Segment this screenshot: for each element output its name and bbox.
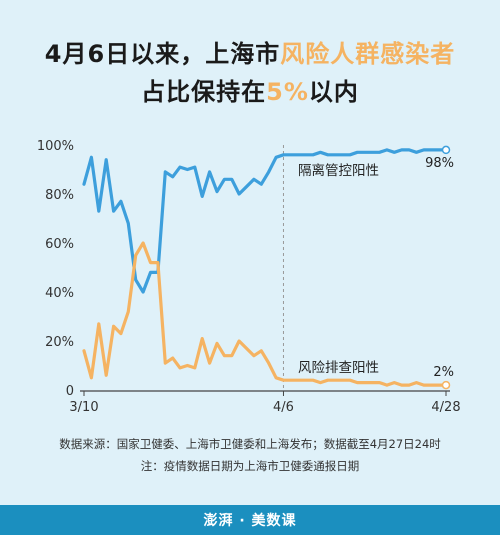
x-tick-label: 4/6: [273, 400, 294, 415]
y-tick-label: 80%: [45, 188, 74, 203]
series-end-marker-2: [441, 380, 451, 390]
x-tick-label: 4/28: [431, 400, 460, 415]
series-end-marker-1: [441, 145, 451, 155]
y-tick-label: 60%: [45, 237, 74, 252]
date-note: 注：疫情数据日期为上海市卫健委通报日期: [140, 459, 360, 473]
logo-band: 澎湃 · 美数课: [0, 505, 500, 535]
chart-title-line1: 4月6日以来，上海市风险人群感染者: [44, 40, 456, 68]
series-line-2: [82, 241, 448, 387]
chart-title-line2: 占比保持在5%以内: [141, 78, 359, 106]
y-tick-label: 0: [66, 384, 74, 399]
x-tick-label: 3/10: [69, 400, 98, 415]
line-chart: 0 20% 40% 60% 80% 100% 3/10 4/6 4/28 98% 2% 隔离管控阳性风…: [37, 139, 461, 415]
series-name-label-2: 风险排查阳性: [298, 360, 379, 376]
y-tick-label: 100%: [37, 139, 74, 154]
source-note: 数据来源：国家卫健委、上海市卫健委和上海发布；数据截至4月27日24时: [59, 437, 441, 451]
y-tick-label: 40%: [45, 286, 74, 301]
series-name-label-1: 隔离管控阳性: [298, 162, 379, 179]
series-line-1: [82, 148, 448, 294]
publisher-logo: 澎湃 · 美数课: [203, 513, 297, 529]
y-tick-label: 20%: [45, 335, 74, 350]
series-end-label-2: 2%: [433, 365, 454, 380]
series-end-label-1: 98%: [425, 156, 454, 171]
